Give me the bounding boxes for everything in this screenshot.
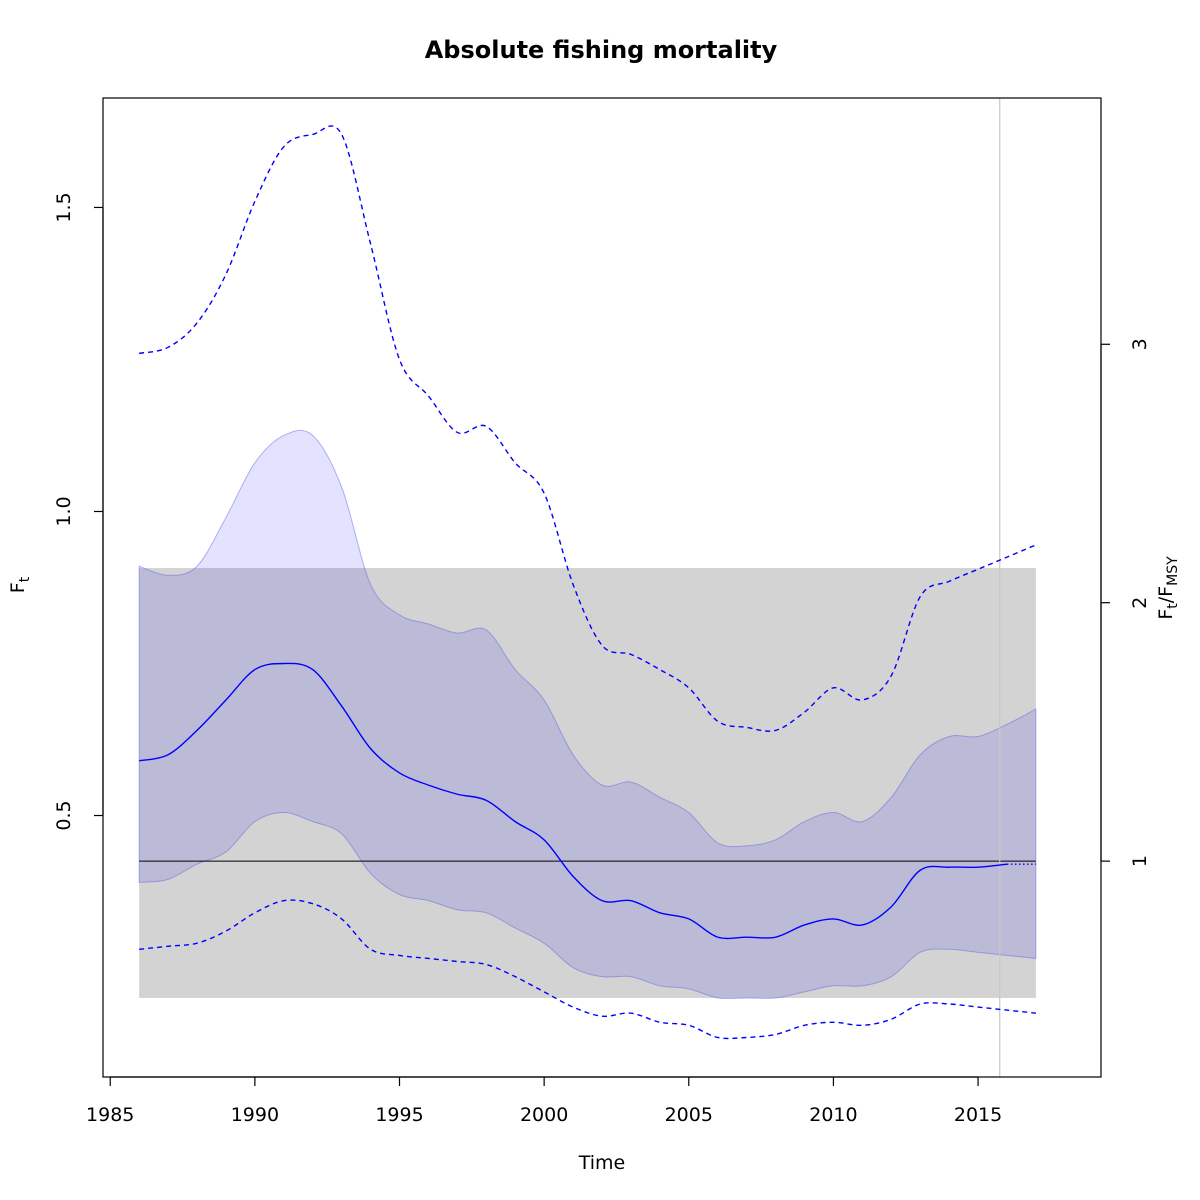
y-axis-label-sub: t (17, 576, 33, 582)
x-tick-label: 1995 (375, 1104, 423, 1126)
y-tick-label: 1.5 (53, 192, 75, 222)
x-tick-label: 2000 (520, 1104, 568, 1126)
x-tick-label: 1985 (86, 1104, 134, 1126)
y-tick-label: 1.0 (53, 496, 75, 526)
y2-axis-label: Ft/FMSY (1155, 556, 1181, 620)
y2-tick-label: 2 (1129, 597, 1151, 609)
f-confidence-band (138, 429, 1037, 1000)
y2-axis-label-sep: /F (1155, 586, 1177, 603)
axes-layer: 1985 1990 1995 2000 2005 2010 2015 0.5 1.0 1.5 1 2 3 (53, 97, 1151, 1126)
y2-axis-label-sub2: MSY (1165, 556, 1181, 586)
y-tick-label: 0.5 (53, 800, 75, 830)
y-axis-label-base: F (7, 582, 29, 593)
f-lower-ci-line (139, 899, 1036, 1040)
x-tick-label: 1990 (231, 1104, 279, 1126)
y-axis-label: Ft (7, 576, 33, 593)
f-upper-ci-line (139, 125, 1037, 732)
y2-tick-label: 3 (1129, 338, 1151, 350)
y2-axis-label-sub1: t (1165, 603, 1181, 609)
x-tick-label: 2015 (954, 1104, 1002, 1126)
y2-axis-label-base: F (1155, 609, 1177, 620)
f-estimate-line (139, 662, 1008, 940)
x-tick-label: 2005 (665, 1104, 713, 1126)
x-axis-label: Time (578, 1152, 626, 1174)
plot-layer (138, 98, 1037, 1077)
y2-tick-label: 1 (1129, 855, 1151, 867)
chart-title: Absolute fishing mortality (425, 36, 778, 64)
fmsy-band (139, 568, 1036, 998)
x-tick-label: 2010 (809, 1104, 857, 1126)
